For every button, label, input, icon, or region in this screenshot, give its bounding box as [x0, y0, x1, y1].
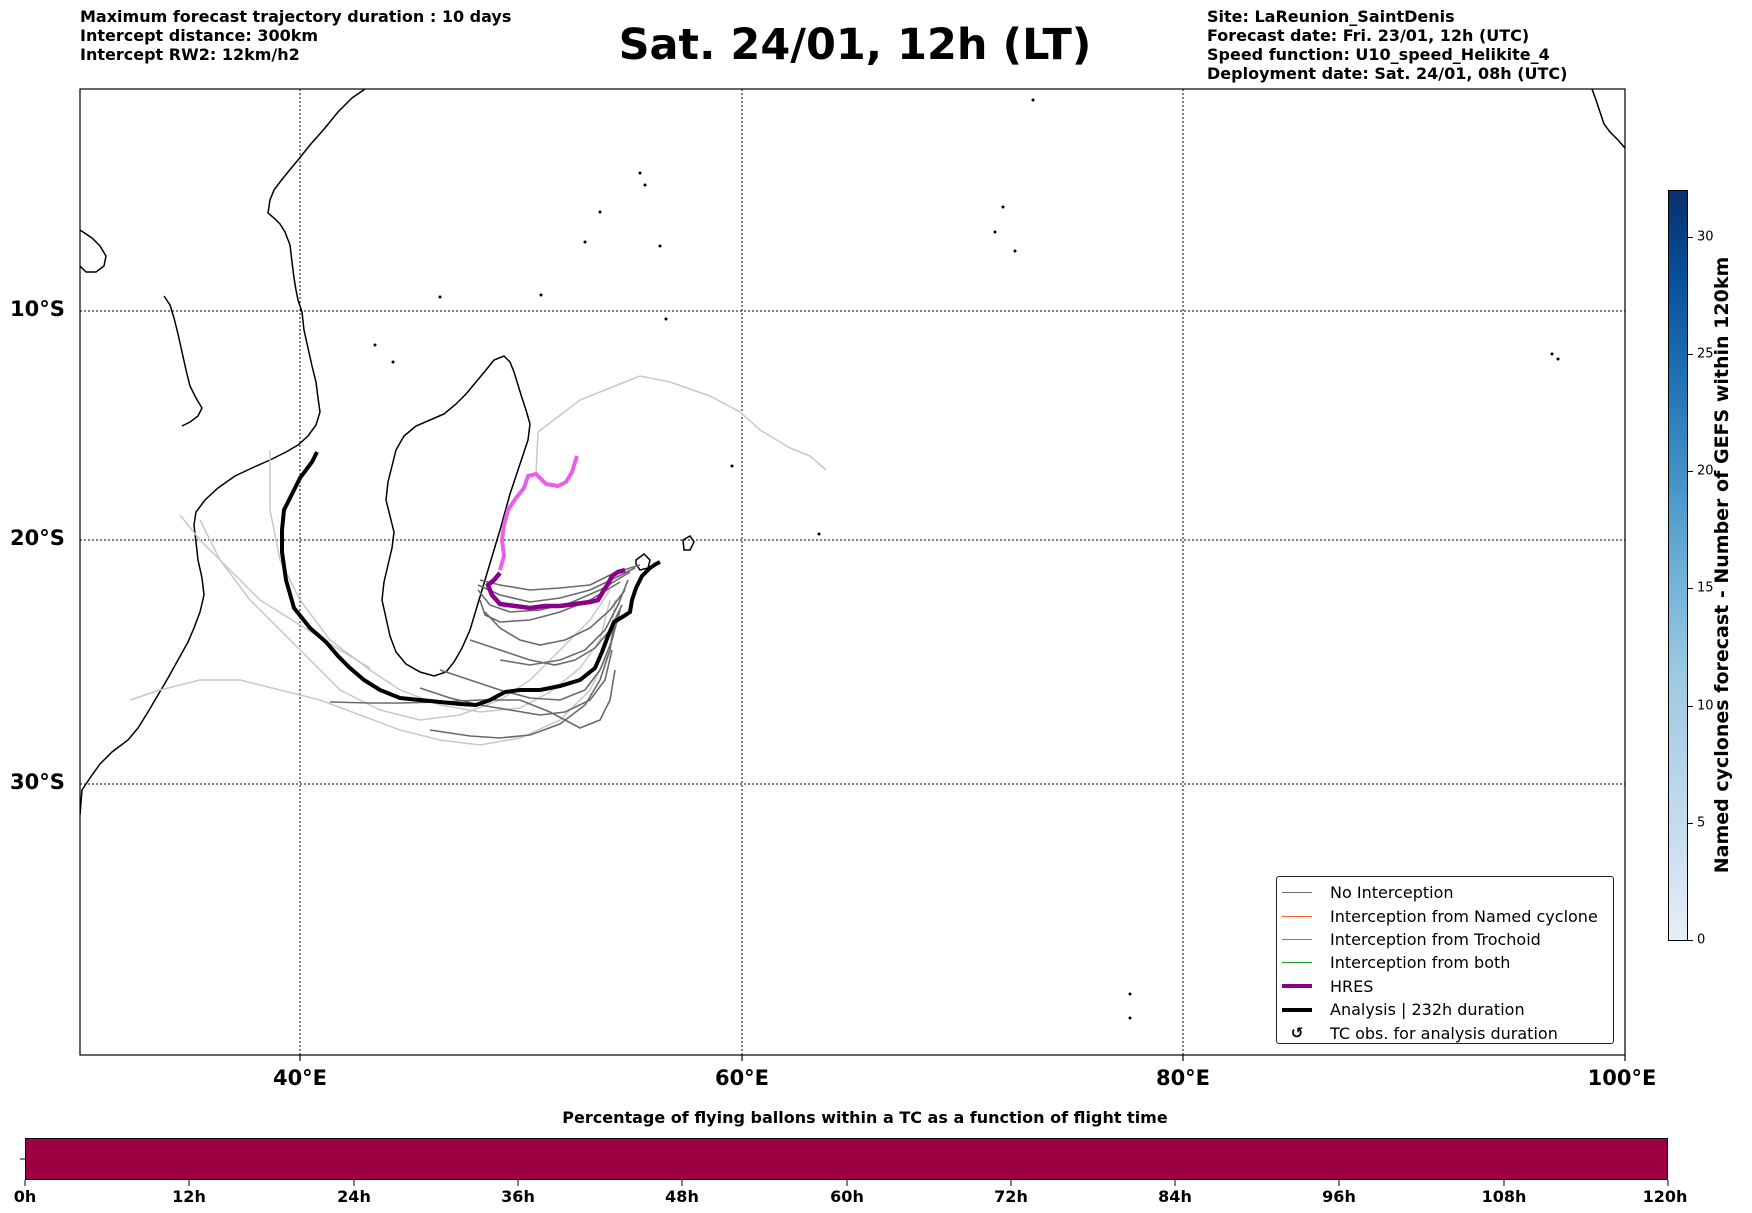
legend-label: Interception from both — [1330, 953, 1511, 973]
intercept-distance-text: Intercept distance: 300km — [80, 26, 319, 45]
island-dot — [373, 343, 377, 347]
africa-coast — [80, 89, 366, 816]
legend-swatch — [1282, 938, 1312, 940]
lon-label-100e: 100°E — [1587, 1066, 1657, 1090]
coast-top-right — [1591, 89, 1625, 149]
lat-label-20s: 20°S — [10, 526, 65, 550]
island-dot — [638, 171, 642, 175]
flight-time-tick: 60h — [830, 1187, 864, 1206]
graticule — [80, 89, 1625, 1055]
header-right-info: Site: LaReunion_SaintDenis Forecast date… — [1207, 7, 1567, 83]
colorbar-tick-label: 20 — [1697, 463, 1714, 479]
duration-text: Maximum forecast trajectory duration : 1… — [80, 7, 512, 26]
island-dot — [598, 210, 602, 214]
legend-label: Interception from Trochoid — [1330, 929, 1541, 949]
speed-function-text: Speed function: U10_speed_Helikite_4 — [1207, 45, 1550, 64]
island-dot — [993, 230, 997, 234]
colorbar-tick-label: 0 — [1697, 932, 1706, 948]
lat-label-30s: 30°S — [10, 770, 65, 794]
colorbar-horizontal-title: Percentage of flying ballons within a TC… — [562, 1108, 1168, 1127]
forecast-date-text: Forecast date: Fri. 23/01, 12h (UTC) — [1207, 26, 1530, 45]
legend-swatch — [1282, 962, 1312, 964]
legend-label: No Interception — [1330, 883, 1454, 903]
flight-time-tick: 36h — [501, 1187, 535, 1206]
coastlines — [80, 89, 1625, 816]
map-legend: No Interception Interception from Named … — [1276, 876, 1614, 1044]
island-dot — [438, 295, 442, 299]
lon-label-80e: 80°E — [1155, 1066, 1211, 1090]
lon-label-40e: 40°E — [272, 1066, 328, 1090]
legend-swatch — [1282, 915, 1312, 917]
legend-label: Interception from Named cyclone — [1330, 906, 1598, 926]
island-dot — [817, 532, 821, 536]
island-dot — [1556, 357, 1560, 361]
lat-label-10s: 10°S — [10, 297, 65, 321]
colorbar-tick-label: 10 — [1697, 698, 1714, 714]
map-title: Sat. 24/01, 12h (LT) — [618, 20, 1092, 70]
legend-item-no-interception: No Interception — [1277, 881, 1613, 904]
flight-time-tick: 48h — [665, 1187, 699, 1206]
legend-swatch — [1282, 984, 1312, 989]
island-dot — [730, 464, 734, 468]
colorbar-tick-label: 5 — [1697, 815, 1706, 831]
header-left-info: Maximum forecast trajectory duration : 1… — [80, 7, 511, 64]
axis-ticks — [299, 1055, 1626, 1061]
flight-time-tick: 24h — [337, 1187, 371, 1206]
grey-trajectories — [329, 564, 641, 739]
arabian-east-coast — [80, 229, 107, 273]
island-dot — [539, 293, 543, 297]
legend-swatch — [1282, 892, 1312, 894]
lon-label-60e: 60°E — [714, 1066, 770, 1090]
flight-time-tick: 96h — [1322, 1187, 1356, 1206]
island-dot — [643, 183, 647, 187]
intercept-rw2-text: Intercept RW2: 12km/h2 — [80, 45, 300, 64]
legend-label: Analysis | 232h duration — [1330, 1000, 1525, 1020]
flight-time-tick: 0h — [13, 1187, 37, 1206]
legend-item-analysis: Analysis | 232h duration — [1277, 998, 1613, 1021]
island-dot — [664, 317, 668, 321]
cyclone-symbol-icon: ↺ — [1290, 1024, 1304, 1043]
flight-time-tick: 84h — [1158, 1187, 1192, 1206]
colorbar-tick-label: 25 — [1697, 346, 1714, 362]
cyclone-count-colorbar — [1668, 190, 1688, 941]
island-dot — [1550, 352, 1554, 356]
flight-time-colorbar — [25, 1138, 1668, 1180]
trajectories — [129, 375, 827, 746]
colorbar-tick-label: 30 — [1697, 229, 1714, 245]
island-dot — [1128, 1016, 1132, 1020]
hres-forecast-light — [498, 455, 579, 571]
mauritius-island — [682, 535, 695, 551]
legend-swatch — [1282, 1007, 1312, 1012]
islands — [373, 98, 1560, 1020]
island-dot — [583, 240, 587, 244]
legend-label: TC obs. for analysis duration — [1330, 1023, 1558, 1043]
legend-item-hres: HRES — [1277, 975, 1613, 998]
flight-time-tick: 72h — [994, 1187, 1028, 1206]
island-dot — [1013, 249, 1017, 253]
flight-time-tick: 120h — [1642, 1187, 1688, 1206]
hres-trajectory — [485, 567, 626, 611]
legend-item-tc-obs: ↺ TC obs. for analysis duration — [1277, 1021, 1613, 1044]
flight-time-tick: 12h — [172, 1187, 206, 1206]
deployment-date-text: Deployment date: Sat. 24/01, 08h (UTC) — [1207, 64, 1568, 83]
legend-item-named-cyclone: Interception from Named cyclone — [1277, 904, 1613, 927]
legend-item-both: Interception from both — [1277, 951, 1613, 974]
flight-time-tick: 108h — [1481, 1187, 1527, 1206]
island-dot — [658, 244, 662, 248]
analysis-trajectory — [280, 451, 661, 708]
mozambique-channel-coast — [163, 295, 203, 427]
island-dot — [1128, 992, 1132, 996]
legend-label: HRES — [1330, 976, 1374, 996]
colorbar-tick-label: 15 — [1697, 580, 1714, 596]
madagascar-coast — [381, 355, 531, 677]
site-text: Site: LaReunion_SaintDenis — [1207, 7, 1455, 26]
legend-item-trochoid: Interception from Trochoid — [1277, 928, 1613, 951]
island-dot — [1001, 205, 1005, 209]
island-dot — [391, 360, 395, 364]
island-dot — [1031, 98, 1035, 102]
